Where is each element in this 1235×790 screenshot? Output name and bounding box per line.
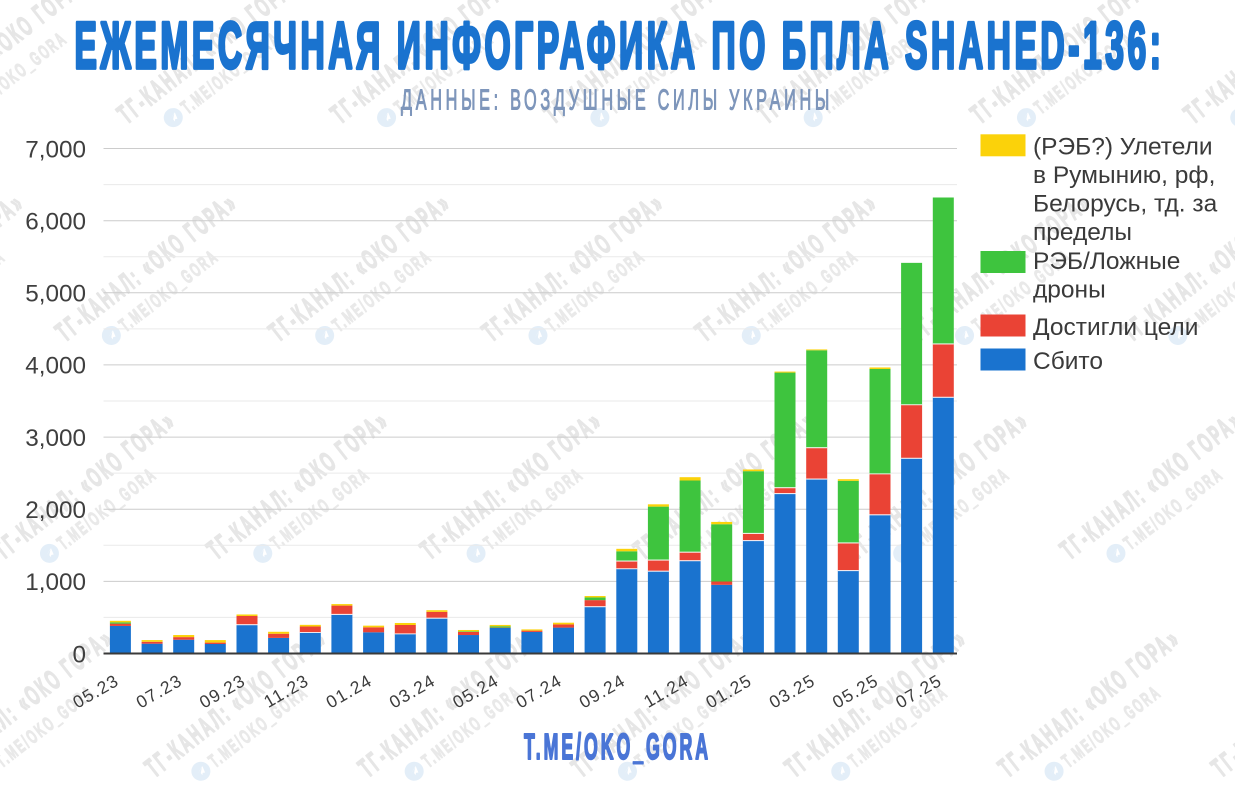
svg-text:6,000: 6,000 — [25, 209, 86, 236]
svg-text:Белорусь, тд. за: Белорусь, тд. за — [1033, 191, 1218, 218]
svg-text:Сбито: Сбито — [1033, 348, 1103, 375]
svg-text:РЭБ/Ложные: РЭБ/Ложные — [1033, 248, 1180, 275]
svg-text:4,000: 4,000 — [25, 353, 86, 380]
svg-text:дроны: дроны — [1033, 277, 1106, 304]
svg-text:2,000: 2,000 — [25, 497, 86, 524]
svg-text:0: 0 — [72, 641, 86, 668]
svg-text:ЕЖЕМЕСЯЧНАЯ ИНФОГРАФИКА ПО БПЛ: ЕЖЕМЕСЯЧНАЯ ИНФОГРАФИКА ПО БПЛА SHAHED-1… — [75, 8, 1165, 82]
svg-text:(РЭБ?) Улетели: (РЭБ?) Улетели — [1033, 133, 1213, 160]
svg-text:5,000: 5,000 — [25, 281, 86, 308]
svg-text:3,000: 3,000 — [25, 425, 86, 452]
svg-text:в Румынию, рф,: в Румынию, рф, — [1033, 162, 1215, 189]
svg-text:Достигли цели: Достигли цели — [1033, 314, 1198, 341]
svg-text:T.ME/OKO_GORA: T.ME/OKO_GORA — [524, 726, 711, 767]
svg-text:1,000: 1,000 — [25, 569, 86, 596]
svg-text:пределы: пределы — [1033, 219, 1132, 246]
svg-text:7,000: 7,000 — [25, 136, 86, 163]
svg-text:ДАННЫЕ: ВОЗДУШНЫЕ СИЛЫ УКРАИНЫ: ДАННЫЕ: ВОЗДУШНЫЕ СИЛЫ УКРАИНЫ — [401, 85, 833, 117]
